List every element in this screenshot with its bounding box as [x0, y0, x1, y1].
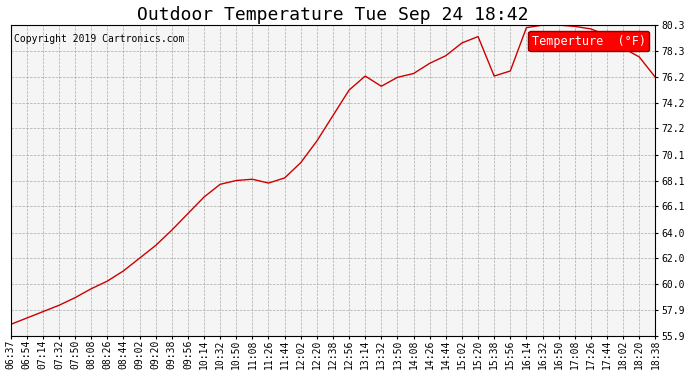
Text: Copyright 2019 Cartronics.com: Copyright 2019 Cartronics.com [14, 34, 184, 44]
Title: Outdoor Temperature Tue Sep 24 18:42: Outdoor Temperature Tue Sep 24 18:42 [137, 6, 529, 24]
Legend: Temperture  (°F): Temperture (°F) [529, 31, 649, 51]
